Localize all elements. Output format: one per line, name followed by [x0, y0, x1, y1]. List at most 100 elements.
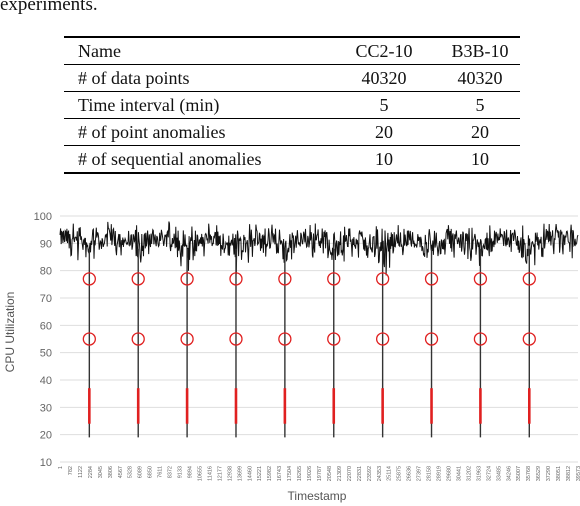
point-anomaly-marker: [522, 272, 536, 286]
point-anomaly-marker: [82, 272, 96, 286]
row-label: # of sequential anomalies: [64, 145, 328, 174]
point-anomaly-marker: [424, 272, 439, 286]
x-axis-ticks: 1 782 1122 2284 3045 3806 4567 5328 6089 6850 7611…: [58, 466, 580, 481]
x-tick-label: 11416: [207, 466, 213, 481]
x-tick-label: 38051: [556, 466, 562, 481]
row-label: # of point anomalies: [64, 118, 328, 146]
y-tick-label: 80: [40, 266, 52, 278]
x-tick-label: 7611: [158, 466, 164, 478]
x-tick-label: 16743: [277, 466, 283, 481]
sequential-anomalies: [88, 388, 531, 424]
x-tick-label: 36529: [536, 466, 542, 481]
x-tick-label: 12938: [227, 466, 233, 481]
x-tick-label: 37290: [546, 466, 552, 481]
x-tick-label: 26636: [407, 466, 413, 481]
x-tick-label: 31202: [466, 466, 472, 481]
x-tick-label: 19787: [317, 466, 323, 481]
point-anomaly-marker: [424, 332, 439, 346]
x-tick-label: 32724: [486, 466, 492, 481]
b3b-10-value: 20: [440, 118, 520, 146]
x-tick-label: 9894: [188, 466, 194, 478]
y-tick-label: 90: [40, 238, 52, 250]
x-tick-label: 3045: [98, 466, 104, 478]
x-tick-label: 22070: [347, 466, 353, 481]
point-anomaly-marker: [278, 272, 292, 286]
b3b-10-value: 40320: [440, 64, 520, 92]
x-tick-label: 27397: [417, 466, 423, 481]
point-anomaly-marker: [375, 272, 390, 286]
b3b-10-value: 10: [440, 145, 520, 174]
x-tick-label: 19026: [307, 466, 313, 481]
x-tick-label: 25875: [397, 466, 403, 481]
x-tick-label: 35768: [526, 466, 532, 481]
x-axis-label: Timestamp: [288, 489, 347, 503]
cc2-10-value: 10: [328, 145, 440, 174]
x-tick-label: 20548: [327, 466, 333, 481]
header-name: Name: [64, 36, 328, 65]
x-tick-label: 21309: [337, 466, 343, 481]
x-tick-label: 4567: [118, 466, 124, 478]
y-tick-label: 60: [40, 320, 52, 332]
point-anomaly-marker: [131, 272, 145, 286]
series-line: [59, 221, 579, 276]
point-anomaly-marker: [180, 272, 194, 286]
y-tick-label: 100: [34, 211, 52, 223]
x-tick-label: 9133: [178, 466, 184, 478]
row-label: Time interval (min): [64, 91, 328, 119]
x-tick-label: 10655: [198, 466, 204, 481]
cc2-10-value: 20: [328, 118, 440, 146]
x-tick-label: 6850: [148, 466, 154, 478]
x-tick-label: 6089: [138, 466, 144, 478]
y-axis-ticks: 10 20 30 40 50 60 70 80 90 100: [34, 211, 52, 469]
x-tick-label: 15982: [267, 466, 273, 481]
table-header-row: Name CC2-10 B3B-10: [64, 36, 520, 65]
dataset-stats-table: Name CC2-10 B3B-10 # of data points 4032…: [64, 36, 520, 174]
x-tick-label: 25114: [387, 466, 393, 481]
x-tick-label: 17504: [287, 466, 293, 481]
x-tick-label: 5328: [128, 466, 134, 478]
point-anomaly-marker: [522, 332, 536, 346]
y-tick-label: 70: [40, 293, 52, 305]
row-label: # of data points: [64, 64, 328, 92]
y-tick-label: 40: [40, 375, 52, 387]
x-tick-label: 15221: [257, 466, 263, 481]
table-row: # of data points 40320 40320: [64, 64, 520, 92]
x-tick-label: 8372: [168, 466, 174, 478]
caption-text: experiments.: [0, 0, 98, 15]
x-tick-label: 35007: [516, 466, 522, 481]
header-cc2-10: CC2-10: [328, 36, 440, 65]
x-tick-label: 39573: [576, 466, 580, 481]
point-anomaly-marker: [327, 272, 341, 286]
table-row: # of sequential anomalies 10 10: [64, 145, 520, 174]
point-anomaly-marker: [278, 332, 292, 346]
x-tick-label: 31963: [476, 466, 482, 481]
y-tick-label: 50: [40, 348, 52, 360]
y-tick-label: 30: [40, 402, 52, 414]
point-anomaly-marker: [82, 332, 96, 346]
point-anomaly-marker: [473, 272, 488, 286]
x-tick-label: 34246: [506, 466, 512, 481]
cc2-10-value: 5: [328, 91, 440, 119]
x-tick-label: 33485: [496, 466, 502, 481]
b3b-10-value: 5: [440, 91, 520, 119]
x-tick-label: 782: [68, 466, 74, 475]
x-tick-label: 38812: [566, 466, 572, 481]
cc2-10-value: 40320: [328, 64, 440, 92]
point-anomaly-marker: [375, 332, 390, 346]
point-anomaly-markers: [82, 272, 536, 346]
x-tick-label: 12177: [217, 466, 223, 481]
point-anomaly-marker: [180, 332, 194, 346]
table-row: Time interval (min) 5 5: [64, 91, 520, 119]
x-tick-label: 13699: [237, 466, 243, 481]
point-anomaly-marker: [327, 332, 341, 346]
x-tick-label: 30441: [457, 466, 463, 481]
point-anomaly-marker: [229, 332, 243, 346]
x-tick-label: 2284: [88, 466, 94, 478]
point-anomaly-marker: [131, 332, 145, 346]
y-tick-label: 20: [40, 430, 52, 442]
x-tick-label: 1122: [78, 466, 84, 478]
y-axis-label: CPU Utilization: [3, 292, 17, 373]
y-tick-label: 10: [40, 457, 52, 469]
x-tick-label: 1: [58, 466, 64, 469]
x-tick-label: 28919: [437, 466, 443, 481]
